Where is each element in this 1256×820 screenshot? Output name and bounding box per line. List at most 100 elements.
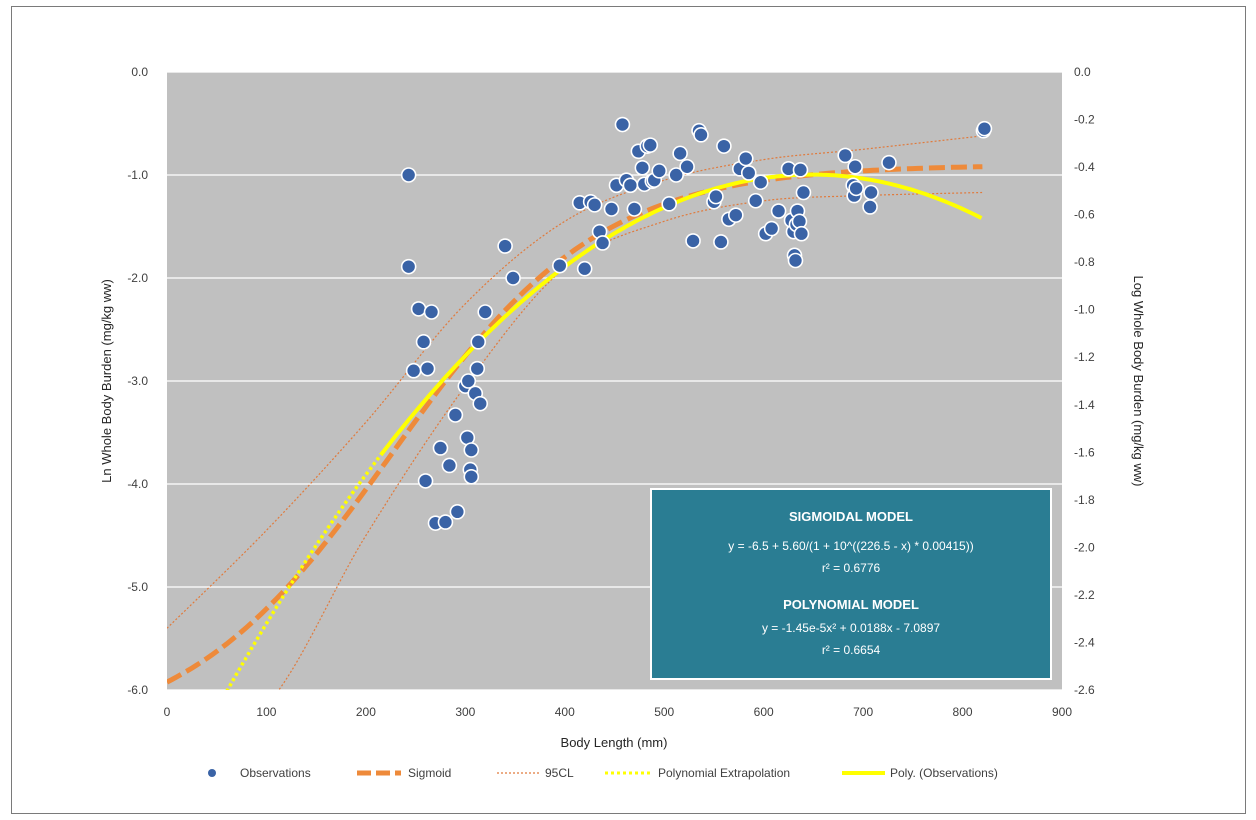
observation-point	[405, 362, 422, 379]
observation-points	[400, 116, 993, 531]
observation-point	[763, 220, 780, 237]
observation-point	[862, 199, 878, 215]
observation-point	[432, 440, 449, 456]
sigmoid-curve	[167, 164, 983, 685]
y-left-tick-label: -5.0	[127, 580, 148, 594]
observation-point	[716, 138, 732, 154]
y-right-tick-label: -0.6	[1074, 208, 1095, 222]
y-right-tick-label: -2.2	[1074, 588, 1095, 602]
ci-band-upper	[167, 135, 983, 629]
observation-point	[651, 163, 668, 179]
x-tick-label: 100	[256, 705, 276, 719]
observation-point	[848, 180, 864, 197]
observation-point	[441, 457, 458, 474]
y-left-tick-label: -4.0	[127, 477, 148, 491]
observation-point	[400, 167, 417, 183]
observation-point	[685, 233, 701, 249]
observation-point	[497, 238, 513, 254]
observation-point	[505, 270, 521, 286]
observation-point	[437, 514, 454, 530]
observation-point	[837, 147, 854, 164]
polynomial-extrapolation-line	[225, 456, 381, 690]
observation-point	[787, 252, 804, 269]
y-right-tick-label: -1.6	[1074, 445, 1095, 459]
observation-point	[737, 150, 754, 167]
x-tick-label: 0	[164, 705, 171, 719]
x-tick-label: 400	[555, 705, 575, 719]
observation-point	[622, 177, 639, 194]
observation-point	[410, 301, 427, 317]
observation-point	[419, 360, 436, 377]
observation-point	[728, 207, 744, 223]
equations-box-bg	[650, 488, 1052, 680]
x-tick-label: 500	[654, 705, 674, 719]
y-axis-left-title: Ln Whole Body Burden (mg/kg ww)	[99, 279, 114, 483]
y-left-tick-label: -2.0	[127, 271, 148, 285]
observation-point	[752, 174, 769, 191]
polynomial-model-title: POLYNOMIAL MODEL	[783, 597, 919, 612]
observation-point	[449, 504, 466, 520]
observation-point	[679, 158, 695, 175]
observation-point	[460, 373, 477, 389]
observation-point	[400, 258, 417, 275]
sigmoid-r2: r² = 0.6776	[822, 561, 881, 575]
observation-point	[976, 120, 993, 137]
right-axis-ticks: 0.0 -0.2 -0.4 -0.6 -0.8 -1.0 -1.2 -1.4 -1.6 -1.8 -…	[1074, 65, 1095, 697]
sigmoid-line	[167, 164, 983, 685]
observation-point	[795, 184, 812, 201]
observation-point	[603, 201, 620, 217]
x-tick-label: 900	[1052, 705, 1072, 719]
y-left-tick-label: -6.0	[127, 683, 148, 697]
y-right-tick-label: -2.4	[1074, 635, 1095, 649]
y-left-tick-label: -1.0	[127, 168, 148, 182]
observation-point	[423, 304, 440, 320]
x-tick-label: 800	[953, 705, 973, 719]
ci-bands	[167, 135, 983, 690]
legend: Observations Sigmoid 95CL Polynomial Ext…	[208, 766, 998, 780]
legend-sigmoid-label: Sigmoid	[408, 766, 451, 780]
observation-point	[447, 407, 464, 423]
observation-point	[576, 260, 593, 277]
observation-point	[634, 159, 651, 176]
legend-observations-label: Observations	[240, 766, 311, 780]
x-axis-ticks: 0 100 200 300 400 500 600 700 800 900	[164, 705, 1073, 719]
observation-point	[661, 196, 677, 212]
y-right-tick-label: -1.4	[1074, 398, 1095, 412]
observation-point	[642, 137, 659, 153]
observation-point	[469, 360, 486, 377]
y-right-tick-label: -2.0	[1074, 540, 1095, 554]
observation-point	[792, 162, 809, 178]
y-axis-right-title: Log Whole Body Burden (mg/kg ww)	[1131, 276, 1146, 487]
polynomial-equation: y = -1.45e-5x² + 0.0188x - 7.0897	[762, 621, 940, 635]
y-right-tick-label: -1.0	[1074, 303, 1095, 317]
left-axis-ticks: 0.0 -1.0 -2.0 -3.0 -4.0 -5.0 -6.0	[127, 65, 148, 697]
observation-point	[672, 145, 688, 162]
observation-point	[626, 201, 643, 217]
observation-point	[708, 188, 724, 205]
x-axis-title: Body Length (mm)	[561, 735, 668, 750]
observation-point	[552, 257, 568, 274]
observation-point	[614, 116, 631, 133]
ci-band-lower	[278, 191, 983, 690]
sigmoid-equation: y = -6.5 + 5.60/(1 + 10^((226.5 - x) * 0…	[728, 539, 973, 553]
model-equations-box: SIGMOIDAL MODEL y = -6.5 + 5.60/(1 + 10^…	[650, 488, 1052, 680]
y-right-tick-label: -0.8	[1074, 255, 1095, 269]
x-tick-label: 300	[455, 705, 475, 719]
observation-point	[415, 334, 432, 350]
x-tick-label: 700	[853, 705, 873, 719]
y-right-tick-label: -0.4	[1074, 160, 1095, 174]
legend-95cl-label: 95CL	[545, 766, 574, 780]
observation-point	[863, 184, 879, 201]
polynomial-r2: r² = 0.6654	[822, 643, 881, 657]
observation-point	[472, 395, 489, 412]
observation-point	[463, 442, 480, 458]
observation-point	[747, 192, 764, 209]
y-right-tick-label: 0.0	[1074, 65, 1091, 79]
y-right-tick-label: -0.2	[1074, 113, 1095, 127]
legend-poly-observations-label: Poly. (Observations)	[890, 766, 998, 780]
observation-point	[713, 234, 729, 250]
legend-polynomial-extrapolation-label: Polynomial Extrapolation	[658, 766, 790, 780]
y-right-tick-label: -1.8	[1074, 493, 1095, 507]
sigmoid-model-title: SIGMOIDAL MODEL	[789, 509, 913, 524]
x-tick-label: 600	[754, 705, 774, 719]
